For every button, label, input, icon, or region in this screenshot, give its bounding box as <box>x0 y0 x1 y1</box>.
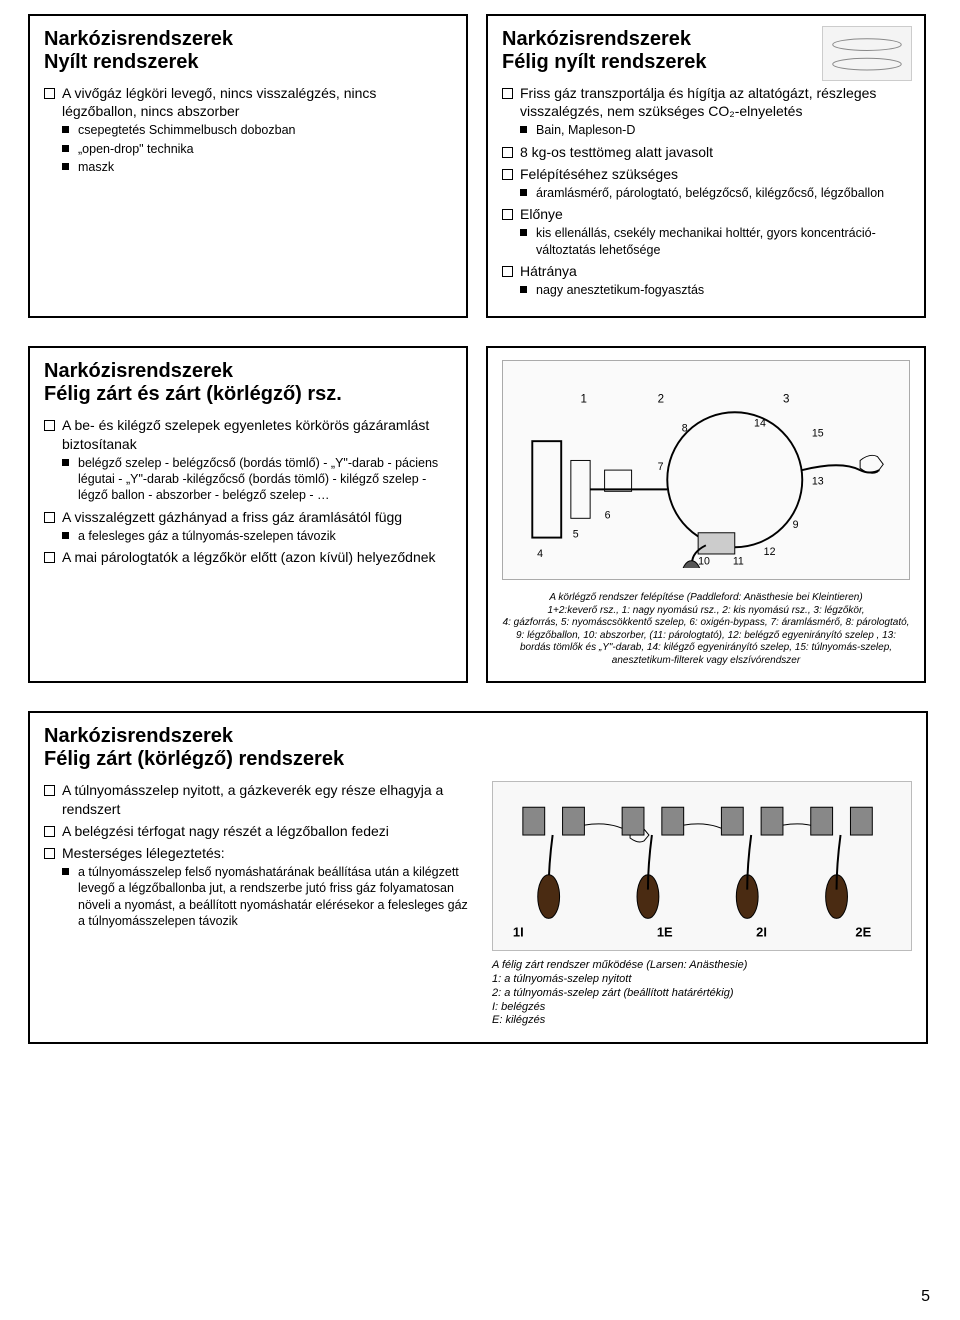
sub-bullet: a túlnyomásszelep felső nyomáshatárának … <box>62 864 472 929</box>
bullet-text: Mesterséges lélegeztetés: <box>62 845 225 861</box>
svg-text:1: 1 <box>581 394 587 406</box>
small-diagram-svg: 1I 1E <box>503 787 900 947</box>
svg-text:4: 4 <box>537 548 543 560</box>
bullet: Hátránya nagy anesztetikum-fogyasztás <box>502 262 910 298</box>
bullet: A mai párologtatók a légzőkör előtt (azo… <box>44 548 452 566</box>
slide-1: NarkózisrendszerekNyílt rendszerek A viv… <box>28 14 468 318</box>
svg-text:12: 12 <box>764 546 776 558</box>
label-2E: 2E <box>856 924 872 939</box>
cap-line: E: kilégzés <box>492 1014 912 1028</box>
sub-bullet: maszk <box>62 159 452 175</box>
bullet: A túlnyomásszelep nyitott, a gázkeverék … <box>44 781 472 817</box>
wide-columns: A túlnyomásszelep nyitott, a gázkeverék … <box>44 781 912 1028</box>
svg-text:3: 3 <box>783 394 789 406</box>
slide5-left: A túlnyomásszelep nyitott, a gázkeverék … <box>44 781 472 1028</box>
circle-breathing-diagram: 1 2 3 8 15 14 13 9 12 11 10 4 5 6 7 <box>502 360 910 580</box>
svg-text:11: 11 <box>733 556 744 568</box>
cap-line: I: belégzés <box>492 1001 912 1015</box>
sub-bullet: belégző szelep - belégzőcső (bordás töml… <box>62 455 452 504</box>
bullet: 8 kg-os testtömeg alatt javasolt <box>502 143 910 161</box>
bullet: Előnye kis ellenállás, csekély mechanika… <box>502 205 910 258</box>
slide2-list: Friss gáz transzportálja és hígítja az a… <box>502 84 910 298</box>
cap-line: A félig zárt rendszer működése (Larsen: … <box>492 959 912 973</box>
sub-bullet: áramlásmérő, párologtató, belégzőcső, ki… <box>520 185 910 201</box>
label-2I: 2I <box>757 924 768 939</box>
caption-line: 4: gázforrás, 5: nyomáscsökkentő szelep,… <box>502 617 910 667</box>
cap-line: 1: a túlnyomás-szelep nyitott <box>492 973 912 987</box>
svg-text:15: 15 <box>812 428 824 440</box>
svg-text:10: 10 <box>698 556 710 568</box>
label-1I: 1I <box>513 924 524 939</box>
thumb-svg <box>823 27 911 81</box>
sub-bullet: a felesleges gáz a túlnyomás-szelepen tá… <box>62 528 452 544</box>
svg-text:8: 8 <box>682 423 688 435</box>
slide-row-2: NarkózisrendszerekFélig zárt és zárt (kö… <box>0 332 960 697</box>
slide-2: NarkózisrendszerekFélig nyílt rendszerek… <box>486 14 926 318</box>
slide-3: NarkózisrendszerekFélig zárt és zárt (kö… <box>28 346 468 683</box>
bullet-text: Hátránya <box>520 263 577 279</box>
svg-text:13: 13 <box>812 476 824 488</box>
slide-5: NarkózisrendszerekFélig zárt (körlégző) … <box>28 711 928 1044</box>
bullet: Friss gáz transzportálja és hígítja az a… <box>502 84 910 139</box>
caption-line: 1+2:keverő rsz., 1: nagy nyomású rsz., 2… <box>502 605 910 618</box>
semi-closed-diagram: 1I 1E <box>492 781 912 951</box>
page-number: 5 <box>921 1288 930 1306</box>
bullet: A visszalégzett gázhányad a friss gáz ár… <box>44 508 452 544</box>
svg-text:2: 2 <box>658 394 664 406</box>
slide3-list: A be- és kilégző szelepek egyenletes kör… <box>44 416 452 566</box>
svg-text:14: 14 <box>754 418 766 430</box>
slide5-title: NarkózisrendszerekFélig zárt (körlégző) … <box>44 725 912 771</box>
bain-diagram-thumb <box>822 26 912 81</box>
bullet: A belégzési térfogat nagy részét a légző… <box>44 822 472 840</box>
sub-bullet: kis ellenállás, csekély mechanikai holtt… <box>520 225 910 258</box>
label-1E: 1E <box>657 924 673 939</box>
sub-bullet: „open-drop" technika <box>62 141 452 157</box>
svg-text:9: 9 <box>793 519 799 531</box>
bullet-text: A be- és kilégző szelepek egyenletes kör… <box>62 417 429 451</box>
diagram-svg: 1 2 3 8 15 14 13 9 12 11 10 4 5 6 7 <box>513 372 899 568</box>
sub-bullet: Bain, Mapleson-D <box>520 122 910 138</box>
bullet-text: A visszalégzett gázhányad a friss gáz ár… <box>62 509 402 525</box>
slide1-title: NarkózisrendszerekNyílt rendszerek <box>44 28 452 74</box>
svg-text:7: 7 <box>658 461 664 473</box>
bullet-text: Friss gáz transzportálja és hígítja az a… <box>520 85 876 119</box>
sub-bullet: csepegtetés Schimmelbusch dobozban <box>62 122 452 138</box>
bullet: A vivőgáz légköri levegő, nincs visszalé… <box>44 84 452 175</box>
bullet-text: Előnye <box>520 206 563 222</box>
caption-line: A körlégző rendszer felépítése (Paddlefo… <box>502 592 910 605</box>
bullet: Felépítéséhez szükséges áramlásmérő, pár… <box>502 165 910 201</box>
sublist: csepegtetés Schimmelbusch dobozban „open… <box>62 122 452 175</box>
slide3-title: NarkózisrendszerekFélig zárt és zárt (kö… <box>44 360 452 406</box>
slide-4: 1 2 3 8 15 14 13 9 12 11 10 4 5 6 7 A kö… <box>486 346 926 683</box>
slide5-list: A túlnyomásszelep nyitott, a gázkeverék … <box>44 781 472 929</box>
cap-line: 2: a túlnyomás-szelep zárt (beállított h… <box>492 987 912 1001</box>
svg-text:5: 5 <box>573 529 579 541</box>
bullet: A be- és kilégző szelepek egyenletes kör… <box>44 416 452 503</box>
bullet-text: A vivőgáz légköri levegő, nincs visszalé… <box>62 85 376 119</box>
slide5-right: 1I 1E <box>492 781 912 1028</box>
svg-text:6: 6 <box>605 510 611 522</box>
slide-row-3: NarkózisrendszerekFélig zárt (körlégző) … <box>0 697 960 1058</box>
slide-row-1: NarkózisrendszerekNyílt rendszerek A viv… <box>0 0 960 332</box>
bullet: Mesterséges lélegeztetés: a túlnyomássze… <box>44 844 472 929</box>
sub-bullet: nagy anesztetikum-fogyasztás <box>520 282 910 298</box>
slide1-list: A vivőgáz légköri levegő, nincs visszalé… <box>44 84 452 175</box>
bullet-text: Felépítéséhez szükséges <box>520 166 678 182</box>
